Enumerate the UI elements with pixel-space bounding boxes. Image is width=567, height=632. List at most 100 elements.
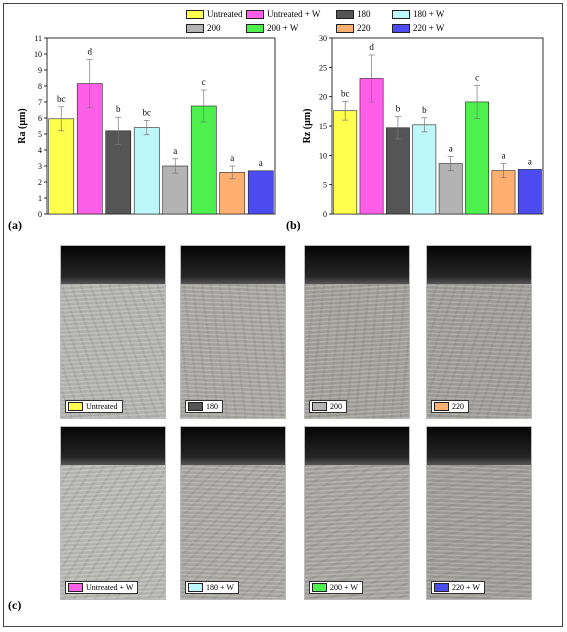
y-tick-label: 20 [319, 93, 327, 102]
significance-letter: a [173, 146, 177, 156]
legend-item: 180 [336, 8, 371, 20]
legend-swatch [336, 9, 354, 19]
significance-letter: bc [341, 88, 350, 98]
micrograph-tag-swatch [188, 583, 203, 592]
y-tick-label: 3 [38, 162, 42, 171]
legend-item: 220 + W [392, 22, 444, 34]
micrograph: 200 + W [304, 426, 410, 600]
micrograph-tag-label: Untreated [86, 402, 118, 411]
bar [386, 127, 410, 215]
micrograph-tag-label: 180 + W [206, 583, 234, 592]
significance-letter: bc [57, 94, 66, 104]
legend-label: Untreated + W [267, 9, 321, 19]
micrograph-surface [61, 465, 165, 599]
panel-label-a: (a) [8, 218, 22, 232]
micrograph-tag-swatch [434, 402, 449, 411]
micrograph-tag: 220 [431, 400, 469, 413]
micrograph-tag-label: 200 + W [330, 583, 358, 592]
significance-letter: a [501, 151, 505, 161]
significance-letter: b [116, 104, 121, 114]
micrograph: 220 [426, 245, 532, 419]
micrograph-surface [305, 465, 409, 599]
y-tick-label: 7 [38, 98, 42, 107]
legend-swatch [336, 23, 354, 33]
y-tick-label: 10 [34, 50, 42, 59]
micrograph-tag: 180 [185, 400, 223, 413]
significance-letter: c [202, 77, 206, 87]
micrograph-tag-label: 220 [452, 402, 464, 411]
micrograph: 220 + W [426, 426, 532, 600]
legend-item: Untreated [186, 8, 242, 20]
panel-label-b: (b) [286, 218, 301, 232]
y-tick-label: 0 [38, 210, 42, 219]
micrograph-tag-swatch [312, 402, 327, 411]
micrograph-surface [427, 465, 531, 599]
bar [133, 127, 160, 215]
micrograph-tag: 220 + W [431, 581, 485, 594]
micrograph-surface [427, 284, 531, 418]
significance-letter: b [422, 105, 427, 115]
y-tick-label: 15 [319, 122, 327, 131]
micrograph-tag: 180 + W [185, 581, 239, 594]
panel-label-c: (c) [8, 598, 22, 612]
legend-item: Untreated + W [246, 8, 320, 20]
significance-letter: a [528, 156, 532, 166]
micrograph-background [181, 427, 285, 465]
bar [219, 172, 246, 215]
micrograph-tag-swatch [68, 402, 83, 411]
micrograph-tag: Untreated + W [65, 581, 139, 594]
micrograph: Untreated [60, 245, 166, 419]
micrograph-background [61, 427, 165, 465]
y-tick-label: 30 [319, 34, 327, 43]
micrograph-tag-label: 180 [206, 402, 218, 411]
legend: Untreated Untreated + W 180 180 + W 200 200 +… [186, 8, 460, 36]
y-axis-label: Rz (μm) [302, 109, 313, 144]
y-tick-label: 5 [38, 130, 42, 139]
bar [190, 105, 217, 215]
y-tick-label: 4 [38, 146, 42, 155]
micrograph: 200 [304, 245, 410, 419]
micrograph-surface [305, 284, 409, 418]
micrograph-tag-swatch [434, 583, 449, 592]
ra-bar-chart: 0 1 2 3 4 5 6 7 8 9 10 11 Ra (μm) bc d b bc a c a a [17, 34, 276, 219]
y-tick-label: 9 [38, 66, 42, 75]
y-tick-label: 5 [323, 181, 327, 190]
significance-letter: d [369, 42, 374, 52]
y-tick-label: 10 [319, 151, 327, 160]
micrograph-background [61, 246, 165, 284]
micrograph-tag: 200 [309, 400, 347, 413]
bar [465, 101, 489, 215]
legend-label: Untreated [207, 9, 243, 19]
legend-swatch [186, 9, 204, 19]
micrograph-background [181, 246, 285, 284]
micrograph-tag: 200 + W [309, 581, 363, 594]
micrograph-tag: Untreated [65, 400, 123, 413]
y-tick-label: 8 [38, 82, 42, 91]
y-tick-label: 25 [319, 63, 327, 72]
micrograph-surface [61, 284, 165, 418]
significance-letter: b [396, 104, 401, 114]
y-tick-label: 2 [38, 178, 42, 187]
significance-letter: c [475, 73, 479, 83]
y-axis-label: Ra (μm) [17, 108, 28, 143]
figure-frame [3, 3, 563, 627]
significance-letter: d [88, 47, 93, 57]
y-tick-label: 1 [38, 194, 42, 203]
legend-label: 200 + W [267, 23, 299, 33]
micrograph: Untreated + W [60, 426, 166, 600]
plot-frame [46, 37, 276, 215]
significance-letter: a [449, 144, 453, 154]
micrograph-tag-label: Untreated + W [86, 583, 134, 592]
y-tick-label: 6 [38, 114, 42, 123]
micrograph-tag-label: 220 + W [452, 583, 480, 592]
significance-letter: a [259, 158, 263, 168]
bar [247, 170, 274, 215]
micrograph-tag-swatch [312, 583, 327, 592]
legend-item: 200 [186, 22, 221, 34]
bar [517, 169, 542, 215]
legend-label: 180 + W [413, 9, 445, 19]
legend-item: 220 [336, 22, 371, 34]
legend-swatch [246, 23, 264, 33]
significance-letter: a [230, 153, 234, 163]
micrograph: 180 + W [180, 426, 286, 600]
